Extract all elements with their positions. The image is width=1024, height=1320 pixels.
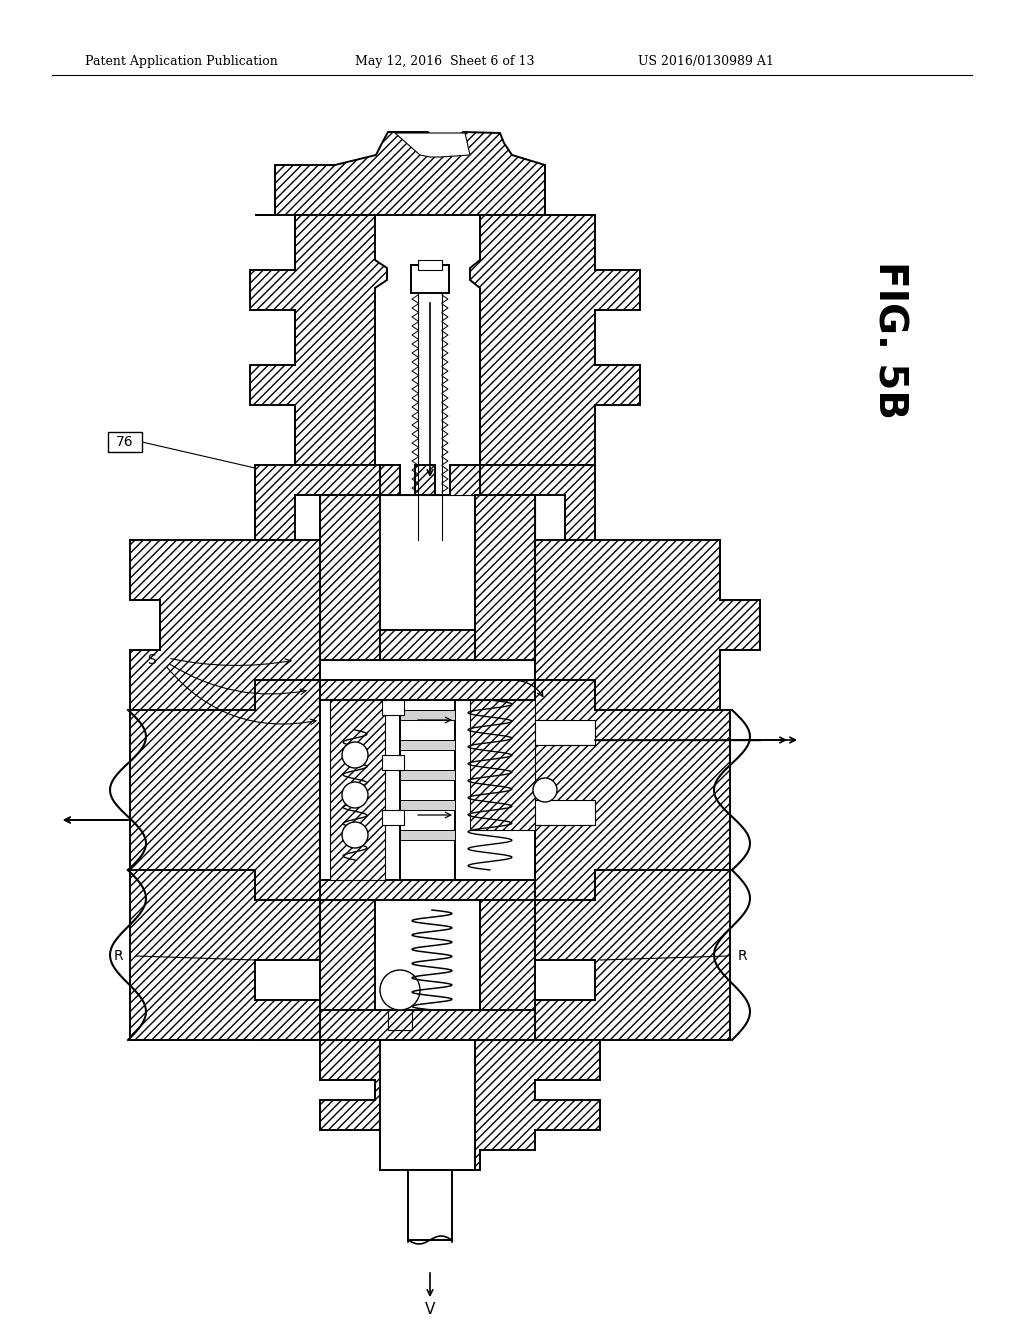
Circle shape [342, 742, 368, 768]
Bar [475, 495, 535, 660]
Text: May 12, 2016  Sheet 6 of 13: May 12, 2016 Sheet 6 of 13 [355, 55, 535, 69]
Bar [535, 719, 595, 744]
Bar [380, 1040, 475, 1170]
Polygon shape [255, 465, 380, 540]
Bar [400, 830, 455, 840]
Bar [470, 700, 535, 830]
Bar [400, 741, 455, 750]
Bar [480, 900, 535, 1040]
Polygon shape [130, 680, 319, 900]
Circle shape [342, 781, 368, 808]
Text: R: R [114, 949, 123, 964]
Bar [418, 260, 442, 271]
Bar [382, 755, 404, 770]
Bar [319, 880, 535, 900]
Bar [319, 495, 380, 660]
Polygon shape [130, 540, 760, 710]
Text: 76: 76 [116, 436, 134, 449]
Text: Patent Application Publication: Patent Application Publication [85, 55, 278, 69]
Bar [411, 265, 449, 293]
Circle shape [534, 777, 557, 803]
Polygon shape [275, 132, 545, 215]
Bar [400, 800, 455, 810]
Text: S: S [147, 653, 157, 667]
Circle shape [380, 970, 420, 1010]
Bar [319, 680, 535, 700]
Polygon shape [395, 133, 470, 157]
Polygon shape [130, 870, 319, 1040]
Text: US 2016/0130989 A1: US 2016/0130989 A1 [638, 55, 774, 69]
Text: FIG. 5B: FIG. 5B [871, 261, 909, 418]
Bar [408, 1170, 452, 1239]
Polygon shape [535, 870, 730, 1040]
Polygon shape [480, 465, 595, 540]
Bar [382, 700, 404, 715]
Polygon shape [375, 215, 480, 495]
Text: R: R [737, 949, 746, 964]
Bar [330, 700, 385, 880]
Bar [400, 700, 455, 880]
Bar [388, 1010, 412, 1030]
Bar [319, 495, 535, 660]
Bar [319, 900, 375, 1040]
Polygon shape [255, 1040, 600, 1170]
Bar [319, 700, 535, 880]
Polygon shape [250, 215, 640, 545]
Bar [380, 630, 475, 660]
Bar [108, 432, 142, 451]
Bar [400, 770, 455, 780]
Circle shape [342, 822, 368, 847]
Bar [382, 810, 404, 825]
Bar [400, 710, 455, 719]
Bar [319, 1010, 535, 1040]
Polygon shape [535, 680, 730, 900]
Bar [535, 800, 595, 825]
Text: V: V [425, 1303, 435, 1317]
Bar [319, 900, 535, 1040]
